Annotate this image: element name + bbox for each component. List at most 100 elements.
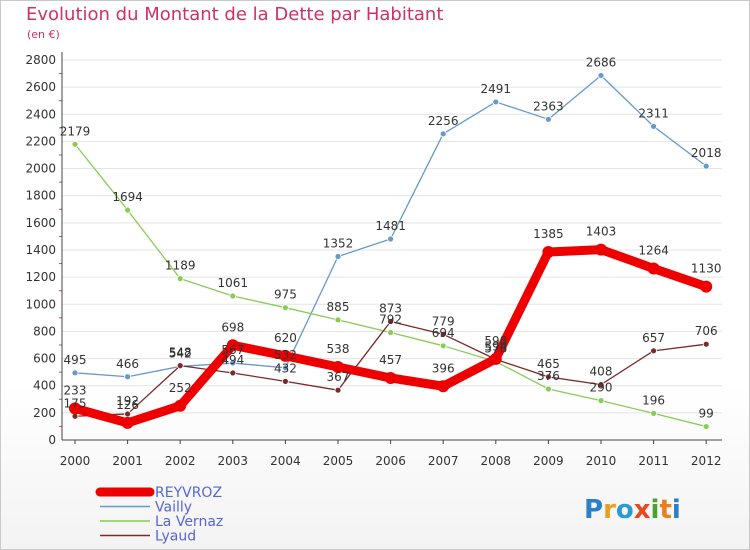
data-point: [176, 275, 184, 283]
data-point: [334, 253, 342, 260]
data-label: 1694: [112, 190, 143, 204]
proxiti-logo: Proxiti: [584, 495, 681, 525]
data-label: 620: [274, 331, 297, 345]
y-tick-label: 2800: [25, 53, 56, 67]
data-label: 2256: [428, 114, 459, 128]
data-label: 1352: [323, 237, 354, 251]
data-point: [597, 381, 605, 389]
data-point: [387, 318, 395, 325]
data-point: [332, 360, 344, 373]
x-tick-label: 2001: [112, 454, 143, 468]
data-label: 1385: [533, 227, 564, 241]
series-line-reyvroz: [70, 245, 711, 428]
y-tick-label: 2200: [25, 134, 56, 148]
data-point: [174, 399, 187, 412]
data-point: [439, 342, 447, 350]
data-point: [439, 130, 447, 138]
data-point: [650, 409, 657, 417]
data-point: [545, 373, 552, 381]
y-tick-label: 1800: [25, 189, 56, 203]
data-point: [281, 377, 289, 385]
data-label: 2018: [691, 146, 722, 160]
data-label: 598: [484, 334, 507, 348]
data-point: [489, 352, 502, 365]
data-label: 657: [642, 331, 665, 345]
chart-title: Evolution du Montant de la Dette par Hab…: [26, 4, 444, 25]
data-point: [650, 347, 657, 355]
data-point: [281, 304, 289, 312]
data-label: 706: [695, 324, 718, 338]
legend-label: REYVROZ: [155, 485, 222, 501]
data-point: [124, 206, 131, 214]
data-point: [597, 397, 605, 405]
data-point: [439, 330, 447, 338]
data-point: [700, 280, 713, 293]
data-label-layer: 233 126 252 698 620 538 457 396 598 1385 1403 1264 1…: [60, 55, 722, 420]
data-point: [545, 385, 552, 393]
data-point: [437, 380, 450, 393]
data-label: 975: [274, 288, 297, 302]
data-point: [387, 235, 395, 243]
data-point: [279, 349, 292, 362]
data-label: 873: [379, 302, 402, 316]
data-label: 175: [64, 396, 87, 410]
data-label: 192: [116, 394, 139, 408]
data-point: [702, 162, 710, 170]
data-label: 494: [221, 353, 244, 367]
y-tick-label: 400: [33, 379, 56, 393]
y-tick-label: 2400: [25, 107, 56, 121]
data-label: 2311: [638, 106, 669, 120]
y-tick-label: 1000: [25, 297, 56, 311]
data-label: 376: [537, 369, 560, 383]
data-point: [71, 369, 79, 377]
series-layer: [69, 72, 713, 430]
svg-text:Proxiti: Proxiti: [584, 495, 681, 525]
data-label: 2686: [586, 55, 617, 69]
y-tick-label: 600: [33, 352, 56, 366]
y-tick-label: 1200: [25, 270, 56, 284]
data-label: 885: [327, 300, 350, 314]
data-label: 99: [699, 407, 714, 421]
data-label: 465: [537, 357, 560, 371]
y-tick-label: 200: [33, 406, 56, 420]
data-label: 408: [590, 365, 613, 379]
data-point: [702, 340, 710, 348]
x-tick-label: 2005: [323, 454, 354, 468]
data-label: 2491: [481, 82, 512, 96]
data-point: [387, 329, 395, 336]
data-point: [702, 423, 710, 430]
data-point: [545, 115, 552, 123]
data-point: [69, 402, 81, 415]
data-label: 252: [169, 381, 192, 395]
data-label: 779: [432, 314, 455, 328]
data-label: 2179: [60, 124, 91, 138]
data-label: 457: [379, 353, 402, 367]
y-tick-label: 2600: [25, 80, 56, 94]
data-point: [542, 246, 555, 259]
data-point: [492, 98, 500, 106]
data-label: 538: [327, 342, 350, 356]
data-label: 196: [642, 393, 665, 407]
x-tick-label: 2002: [165, 454, 196, 468]
data-point: [647, 262, 660, 275]
data-label: 567: [221, 343, 244, 357]
data-label: 432: [274, 361, 297, 375]
data-label: 1189: [165, 259, 196, 273]
x-tick-label: 2006: [375, 454, 406, 468]
data-label: 396: [432, 361, 455, 375]
x-tick-label: 2012: [691, 454, 722, 468]
legend-label: La Vernaz: [155, 514, 223, 530]
y-tick-label: 2000: [25, 162, 56, 176]
y-tick-label: 1400: [25, 243, 56, 257]
data-point: [71, 140, 79, 148]
data-point: [595, 243, 607, 256]
data-point: [121, 416, 134, 429]
data-label: 495: [64, 353, 87, 367]
data-point: [650, 122, 657, 130]
data-label: 466: [116, 357, 139, 371]
data-point: [281, 364, 289, 372]
x-tick-label: 2010: [586, 454, 617, 468]
data-label: 126: [116, 398, 139, 412]
y-tick-label: 1600: [25, 216, 56, 230]
